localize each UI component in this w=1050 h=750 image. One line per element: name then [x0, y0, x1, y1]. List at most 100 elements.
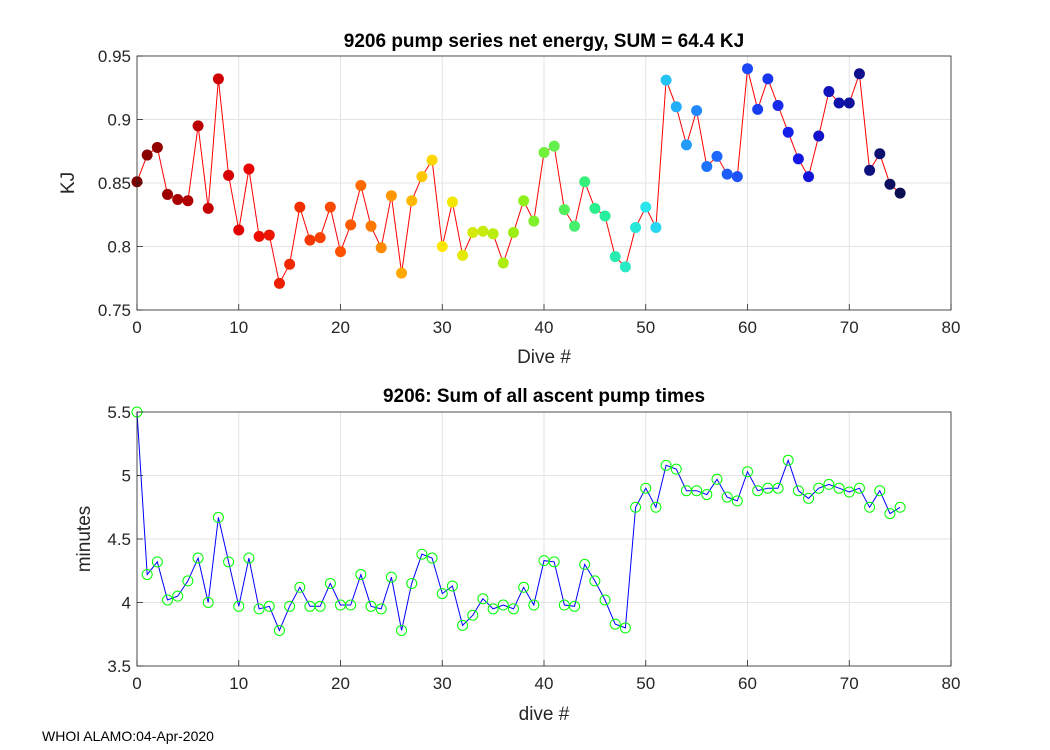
energy-data-point — [263, 229, 275, 241]
pump-time-x-tick-label: 50 — [636, 674, 655, 693]
pump-time-data-point — [772, 482, 784, 494]
pump-time-data-point — [223, 556, 235, 568]
energy-data-point — [579, 176, 591, 188]
energy-data-point — [375, 242, 387, 254]
energy-data-point — [162, 188, 174, 200]
energy-data-point — [477, 225, 489, 237]
energy-axes: 0 10 20 30 40 50 60 70 80 0.75 0.8 0.85 0.9 0.95 9206… — [58, 31, 960, 368]
energy-series — [131, 63, 906, 289]
energy-data-point — [599, 210, 611, 222]
pump-time-data-point — [884, 508, 896, 520]
energy-data-point — [355, 180, 367, 192]
energy-y-tick-label: 0.8 — [107, 238, 131, 257]
energy-data-point — [609, 251, 621, 263]
pump-time-data-point — [151, 556, 163, 568]
energy-x-tick-label: 50 — [636, 318, 655, 337]
pump-time-data-point — [355, 569, 367, 581]
pump-time-data-point — [752, 485, 764, 497]
pump-time-y-tick-label: 4.5 — [107, 530, 131, 549]
energy-data-point — [640, 201, 652, 213]
energy-data-point — [670, 101, 682, 113]
pump-time-data-point — [731, 495, 743, 507]
pump-time-data-point — [813, 482, 825, 494]
pump-time-data-point — [711, 473, 723, 485]
pump-time-data-point — [864, 501, 876, 513]
pump-time-x-tick-label: 80 — [942, 674, 961, 693]
pump-time-data-point — [162, 594, 174, 606]
pump-time-data-point — [803, 492, 815, 504]
pump-time-data-point — [843, 486, 855, 498]
energy-data-point — [141, 149, 153, 161]
energy-data-point — [406, 195, 418, 207]
pump-time-data-point — [691, 485, 703, 497]
energy-data-point — [396, 267, 408, 279]
energy-x-tick-label: 30 — [433, 318, 452, 337]
pump-time-data-point — [894, 501, 906, 513]
pump-time-data-point — [630, 501, 642, 513]
pump-time-x-tick-label: 30 — [433, 674, 452, 693]
pump-time-data-point — [477, 593, 489, 605]
energy-data-point — [497, 257, 509, 269]
energy-data-point — [487, 228, 499, 240]
pump-time-series — [131, 406, 906, 636]
energy-data-point — [467, 227, 479, 239]
pump-time-data-point — [670, 463, 682, 475]
pump-time-data-point — [396, 624, 408, 636]
pump-time-data-point — [599, 594, 611, 606]
energy-y-tick-label: 0.9 — [107, 111, 131, 130]
energy-data-point — [345, 219, 357, 231]
energy-data-point — [273, 277, 285, 289]
pump-time-data-point — [436, 588, 448, 600]
pump-time-data-point — [192, 552, 204, 564]
energy-data-point — [253, 230, 265, 242]
energy-x-tick-label: 40 — [535, 318, 554, 337]
pump-time-data-point — [609, 618, 621, 630]
energy-data-point — [426, 154, 438, 166]
energy-data-point — [762, 73, 774, 85]
pump-time-data-point — [823, 478, 835, 490]
energy-data-point — [803, 171, 815, 183]
pump-time-data-point — [782, 454, 794, 466]
energy-data-point — [813, 130, 825, 142]
pump-time-data-point — [385, 571, 397, 583]
energy-data-point — [365, 220, 377, 232]
pump-time-data-point — [324, 577, 336, 589]
energy-data-point — [782, 126, 794, 138]
pump-time-x-tick-label: 40 — [535, 674, 554, 693]
energy-data-point — [731, 171, 743, 183]
energy-y-tick-label: 0.75 — [98, 301, 131, 320]
pump-time-data-point — [874, 485, 886, 497]
energy-data-point — [518, 195, 530, 207]
pump-time-x-axis-label: dive # — [519, 704, 570, 725]
pump-time-y-axis-label: minutes — [74, 506, 95, 573]
pump-time-data-point — [701, 489, 713, 501]
energy-y-tick-label: 0.95 — [98, 47, 131, 66]
pump-time-data-point — [497, 599, 509, 611]
energy-data-point — [792, 153, 804, 165]
pump-time-data-point — [243, 552, 255, 564]
energy-data-point — [660, 74, 672, 86]
energy-data-point — [752, 103, 764, 115]
pump-time-x-tick-label: 20 — [331, 674, 350, 693]
energy-data-point — [507, 227, 519, 239]
energy-data-point — [182, 195, 194, 207]
energy-data-point — [701, 160, 713, 172]
pump-time-x-tick-label: 70 — [840, 674, 859, 693]
energy-data-point — [711, 150, 723, 162]
energy-x-tick-label: 0 — [132, 318, 141, 337]
pump-time-data-point — [314, 600, 326, 612]
pump-time-data-point — [640, 482, 652, 494]
energy-data-point — [630, 221, 642, 233]
pump-time-x-tick-label: 60 — [738, 674, 757, 693]
energy-data-point — [324, 201, 336, 213]
pump-time-chart-title: 9206: Sum of all ascent pump times — [383, 386, 705, 407]
energy-x-axis-label: Dive # — [517, 347, 571, 368]
energy-data-point — [457, 249, 469, 261]
energy-y-axis-label: KJ — [58, 172, 79, 194]
energy-data-point — [894, 187, 906, 199]
pump-time-data-point — [375, 603, 387, 615]
energy-data-point — [172, 194, 184, 206]
pump-time-data-point — [345, 599, 357, 611]
pump-time-data-point — [263, 600, 275, 612]
energy-data-point — [833, 97, 845, 109]
